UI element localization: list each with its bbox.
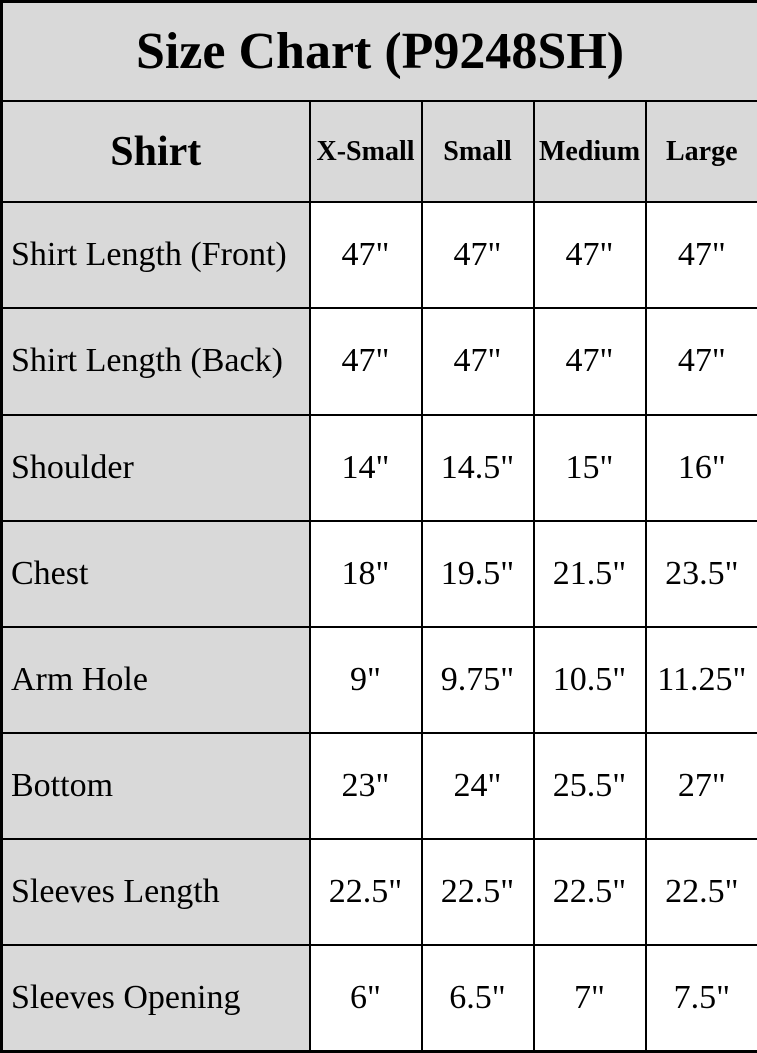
column-header-medium: Medium bbox=[532, 100, 647, 204]
size-value-cell: 11.25" bbox=[644, 625, 757, 734]
table-row-shoulder: Shoulder 14" 14.5" 15" 16" bbox=[0, 413, 757, 522]
size-value-cell: 22.5" bbox=[644, 838, 757, 947]
row-label: Shoulder bbox=[0, 413, 311, 522]
size-value-cell: 14" bbox=[308, 413, 423, 522]
table-row-arm-hole: Arm Hole 9" 9.75" 10.5" 11.25" bbox=[0, 625, 757, 734]
title-row: Size Chart (P9248SH) bbox=[0, 0, 757, 103]
size-value-cell: 22.5" bbox=[308, 838, 423, 947]
size-value-cell: 47" bbox=[420, 307, 535, 416]
size-value-cell: 18" bbox=[308, 519, 423, 628]
size-value-cell: 7.5" bbox=[644, 944, 757, 1053]
size-value-cell: 15" bbox=[532, 413, 647, 522]
size-value-cell: 47" bbox=[532, 201, 647, 310]
table-row-shirt-length-back: Shirt Length (Back) 47" 47" 47" 47" bbox=[0, 307, 757, 416]
size-value-cell: 6" bbox=[308, 944, 423, 1053]
size-value-cell: 24" bbox=[420, 731, 535, 841]
size-value-cell: 9.75" bbox=[420, 625, 535, 734]
size-value-cell: 23.5" bbox=[644, 519, 757, 628]
size-value-cell: 25.5" bbox=[532, 731, 647, 841]
size-value-cell: 19.5" bbox=[420, 519, 535, 628]
row-label: Shirt Length (Back) bbox=[0, 307, 311, 416]
row-label: Chest bbox=[0, 519, 311, 628]
row-label: Arm Hole bbox=[0, 625, 311, 734]
column-header-small: Small bbox=[420, 100, 535, 204]
size-value-cell: 9" bbox=[308, 625, 423, 734]
size-value-cell: 22.5" bbox=[420, 838, 535, 947]
size-value-cell: 22.5" bbox=[532, 838, 647, 947]
size-value-cell: 10.5" bbox=[532, 625, 647, 734]
size-value-cell: 47" bbox=[644, 201, 757, 310]
size-value-cell: 21.5" bbox=[532, 519, 647, 628]
size-value-cell: 27" bbox=[644, 731, 757, 841]
column-header-large: Large bbox=[644, 100, 757, 204]
size-value-cell: 47" bbox=[420, 201, 535, 310]
row-label: Sleeves Opening bbox=[0, 944, 311, 1053]
table-row-bottom: Bottom 23" 24" 25.5" 27" bbox=[0, 731, 757, 841]
table-row-chest: Chest 18" 19.5" 21.5" 23.5" bbox=[0, 519, 757, 628]
size-value-cell: 23" bbox=[308, 731, 423, 841]
table-row-sleeves-length: Sleeves Length 22.5" 22.5" 22.5" 22.5" bbox=[0, 838, 757, 947]
row-label: Shirt Length (Front) bbox=[0, 201, 311, 310]
size-value-cell: 47" bbox=[532, 307, 647, 416]
size-value-cell: 14.5" bbox=[420, 413, 535, 522]
size-value-cell: 7" bbox=[532, 944, 647, 1053]
size-value-cell: 6.5" bbox=[420, 944, 535, 1053]
column-header-x-small: X-Small bbox=[308, 100, 423, 204]
row-label: Sleeves Length bbox=[0, 838, 311, 947]
table-row-shirt-length-front: Shirt Length (Front) 47" 47" 47" 47" bbox=[0, 201, 757, 310]
size-value-cell: 16" bbox=[644, 413, 757, 522]
chart-title: Size Chart (P9248SH) bbox=[0, 0, 757, 103]
row-label: Bottom bbox=[0, 731, 311, 841]
header-row: Shirt X-Small Small Medium Large bbox=[0, 100, 757, 204]
size-value-cell: 47" bbox=[644, 307, 757, 416]
column-header-product: Shirt bbox=[0, 100, 311, 204]
table-row-sleeves-opening: Sleeves Opening 6" 6.5" 7" 7.5" bbox=[0, 944, 757, 1053]
size-value-cell: 47" bbox=[308, 307, 423, 416]
size-value-cell: 47" bbox=[308, 201, 423, 310]
